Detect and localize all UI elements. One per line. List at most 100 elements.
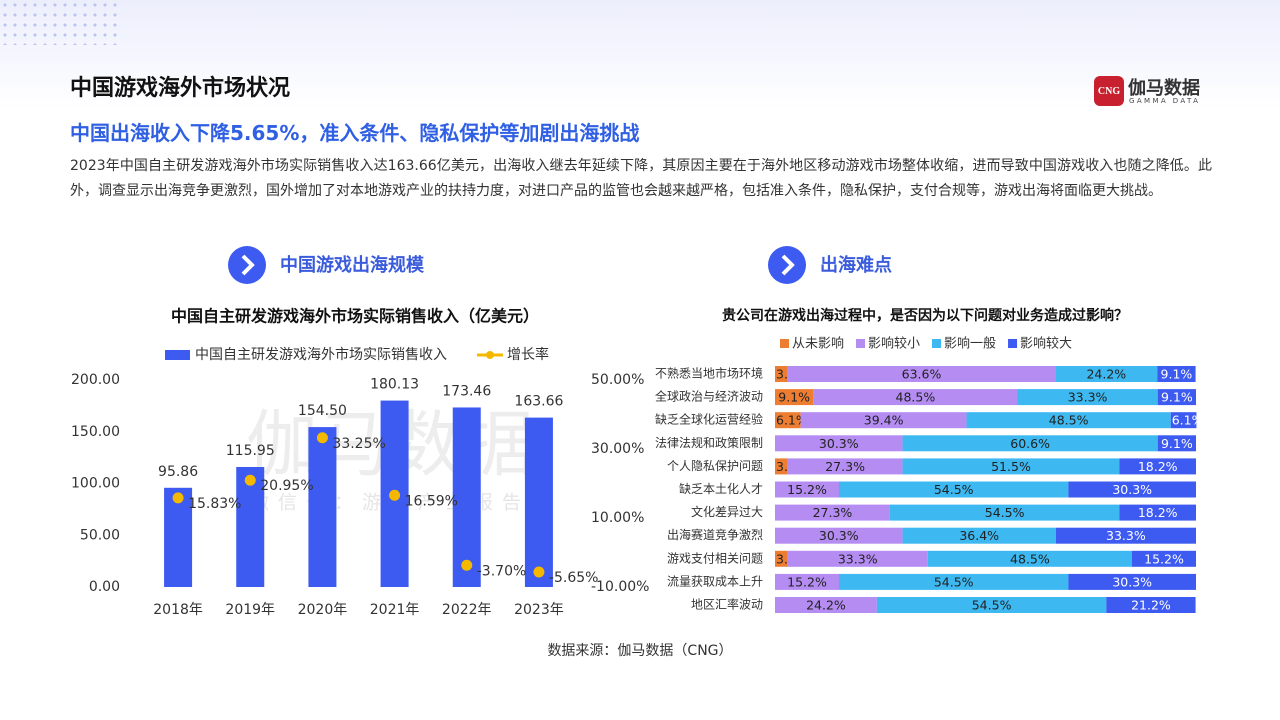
logo-name: 伽马数据: [1128, 78, 1200, 99]
bar-segment: [927, 550, 1133, 567]
bar-segment: [775, 573, 839, 590]
y-tick-label: 地区汇率波动: [691, 597, 763, 612]
data-label: 24.2%: [806, 598, 846, 613]
y-tick-label: 不熟悉当地市场环境: [655, 366, 763, 381]
bar: [452, 407, 481, 587]
x-tick-label: 2022年: [442, 602, 492, 618]
legend-swatch: [856, 339, 866, 348]
data-label: 54.5%: [934, 482, 974, 497]
data-label: 20.95%: [260, 478, 313, 494]
data-label: 63.6%: [902, 367, 942, 382]
bar-segment: [838, 573, 1069, 590]
data-label: -5.65%: [549, 570, 599, 586]
legend-label: 增长率: [507, 346, 549, 363]
y-tick-label: 200.00: [71, 372, 120, 388]
bar-segment: [1119, 458, 1196, 475]
y-tick-label: 游戏支付相关问题: [667, 551, 763, 565]
bar-segment: [1132, 550, 1196, 567]
legend-swatch: [165, 350, 190, 360]
data-label: 9.1%: [1161, 436, 1193, 451]
data-label: 33.25%: [332, 436, 385, 452]
bar-segment: [775, 597, 877, 613]
bar: [308, 427, 337, 587]
logo: CNG 伽马数据 GAMMA DATA: [1094, 76, 1208, 108]
data-label: 27.3%: [825, 459, 865, 474]
x-tick-label: 2018年: [153, 602, 203, 618]
data-label: 154.50: [298, 403, 347, 419]
data-label: 9.1%: [1161, 390, 1193, 405]
data-label: 163.66: [514, 394, 563, 410]
data-label: 51.5%: [991, 459, 1031, 474]
data-label: 30.3%: [819, 528, 859, 543]
bar-segment: [1157, 389, 1196, 406]
legend-swatch: [486, 351, 494, 359]
y2-tick-label: 10.00%: [591, 510, 644, 526]
x-tick-label: 2021年: [370, 602, 420, 618]
legend-label: 影响较小: [868, 336, 920, 352]
section-title: 出海难点: [820, 254, 892, 276]
data-label: 180.13: [370, 377, 419, 393]
data-label: 15.2%: [1144, 551, 1184, 566]
bar-segment: [902, 527, 1056, 544]
data-label: 21.2%: [1131, 598, 1171, 613]
data-label: 18.2%: [1138, 459, 1178, 474]
section-icon: [228, 246, 266, 284]
bar-segment: [775, 458, 788, 475]
bar-segment: [787, 366, 1056, 382]
bar-segment: [889, 504, 1120, 521]
data-label: 15.2%: [787, 482, 827, 497]
section-icon: [241, 254, 255, 276]
y2-tick-label: 30.00%: [591, 441, 644, 457]
section-icon: [768, 246, 806, 284]
bar-segment: [787, 550, 928, 567]
page-title: 中国游戏海外市场状况: [70, 76, 291, 101]
bar-segment: [1068, 573, 1196, 590]
x-tick-label: 2019年: [225, 602, 275, 618]
bar-segment: [775, 435, 903, 452]
legend-label: 影响较大: [1020, 336, 1072, 352]
data-label: 54.5%: [934, 574, 974, 589]
bar-segment: [787, 458, 903, 475]
y-tick-label: 100.00: [71, 476, 120, 492]
bar-segment: [775, 527, 903, 544]
line-point: [533, 566, 545, 578]
bar-segment: [1017, 389, 1158, 406]
bar: [236, 466, 265, 587]
data-label: 48.5%: [1010, 551, 1050, 566]
y-tick-label: 文化差异过大: [691, 504, 763, 519]
data-label: 60.6%: [1010, 436, 1050, 451]
legend-label: 从未影响: [792, 336, 844, 352]
data-label: 30.3%: [819, 436, 859, 451]
data-label: 33.3%: [838, 551, 878, 566]
data-label: 27.3%: [813, 505, 853, 520]
bar-segment: [775, 366, 788, 382]
logo-sub: GAMMA DATA: [1129, 97, 1201, 105]
x-tick-label: 2020年: [298, 602, 348, 618]
bar-segment: [775, 504, 890, 521]
data-label: 6.1%: [1172, 413, 1204, 428]
chart-title: 贵公司在游戏出海过程中，是否因为以下问题对业务造成过影响？: [722, 307, 1128, 324]
source-note: 数据来源：伽马数据（CNG）: [547, 643, 733, 659]
bar-segment: [813, 389, 1018, 406]
bar-segment: [1055, 527, 1196, 544]
x-tick-label: 2023年: [514, 602, 564, 618]
bar-segment: [1119, 504, 1196, 521]
data-label: 6.1%: [776, 413, 808, 428]
data-label: 95.86: [158, 464, 198, 480]
page-subtitle: 中国出海收入下降5.65%，准入条件、隐私保护等加剧出海挑战: [70, 121, 640, 145]
y-tick-label: 全球政治与经济波动: [655, 389, 763, 404]
data-label: 48.5%: [1049, 413, 1089, 428]
y-tick-label: 150.00: [71, 424, 120, 440]
line-point: [316, 432, 328, 444]
data-label: 48.5%: [896, 390, 936, 405]
section-icon: [781, 254, 795, 276]
data-label: 30.3%: [1112, 482, 1152, 497]
data-label: 18.2%: [1138, 505, 1178, 520]
data-label: 30.3%: [1112, 574, 1152, 589]
bar-segment: [838, 481, 1069, 498]
summary-text: 2023年中国自主研发游戏海外市场实际销售收入达163.66亿美元，出海收入继去…: [70, 158, 1212, 199]
y-tick-label: 法律法规和政策限制: [655, 435, 763, 450]
data-label: 33.3%: [1106, 528, 1146, 543]
legend-swatch: [780, 339, 789, 348]
